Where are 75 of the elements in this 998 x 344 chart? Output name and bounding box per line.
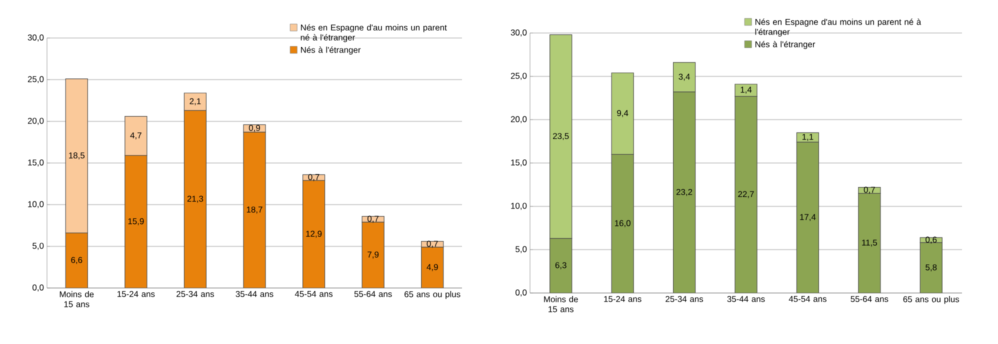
y-tick-label: 5,0 [516, 246, 527, 254]
data-label: 6,6 [71, 257, 82, 264]
data-label: 1,1 [802, 134, 814, 141]
x-tick-label: 15-24 ans [604, 296, 642, 302]
y-tick-label: 25,0 [510, 72, 527, 80]
y-tick-label: 20,0 [510, 116, 527, 124]
x-tick-label: 65 ans ou plus [404, 291, 460, 299]
x-tick-label: 65 ans ou plus [903, 296, 960, 304]
bar [611, 154, 634, 293]
legend-label: Nés à l'étranger [301, 46, 361, 55]
x-tick-label: Moins de 15 ans [60, 291, 94, 308]
bar [858, 193, 881, 293]
data-label: 11,5 [862, 240, 878, 247]
data-label: 0,7 [426, 240, 438, 248]
data-label: 0,7 [864, 186, 875, 194]
legend-label: Nés en Espagne d'au moins un parent né à l'étranger [755, 18, 922, 37]
data-label: 21,3 [187, 196, 204, 203]
x-tick-label: 55-64 ans [354, 291, 392, 298]
data-label: 0,7 [368, 216, 379, 223]
x-tick-label: 35-44 ans [727, 296, 765, 302]
y-tick-label: 30,0 [28, 34, 44, 42]
data-label: 23,2 [676, 188, 692, 196]
bar [184, 110, 207, 288]
x-tick-label: 25-34 ans [176, 291, 214, 298]
data-label: 16,0 [614, 220, 630, 228]
data-label: 23,5 [553, 133, 569, 140]
x-tick-label: 25-34 ans [666, 296, 704, 302]
data-label: 0,6 [926, 236, 937, 244]
y-tick-label: 15,0 [28, 160, 44, 166]
y-tick-label: 30,0 [510, 30, 527, 36]
bar [920, 242, 942, 293]
bar [243, 132, 266, 288]
y-tick-label: 10,0 [511, 202, 527, 210]
bar [673, 92, 696, 293]
bar [550, 238, 572, 293]
data-label: 15,9 [128, 218, 144, 226]
data-label: 3,4 [678, 74, 690, 81]
y-tick-label: 0,0 [32, 284, 44, 292]
y-tick-label: 15,0 [511, 160, 527, 166]
data-label: 4,7 [130, 132, 142, 140]
bar [362, 222, 384, 288]
x-tick-label: 55-64 ans [850, 296, 888, 302]
y-tick-label: 10,0 [28, 201, 44, 208]
y-tick-label: 0,0 [516, 290, 527, 296]
y-tick-label: 20,0 [28, 118, 44, 125]
data-label: 7,9 [368, 252, 379, 259]
x-tick-label: Moins de 15 ans [544, 296, 578, 312]
bar [124, 116, 148, 156]
data-label: 6,3 [555, 262, 566, 270]
data-label: 12,9 [306, 230, 322, 238]
bar [302, 180, 326, 288]
data-label: 18,7 [246, 206, 262, 214]
data-label: 22,7 [738, 191, 754, 198]
data-label: 1,4 [740, 86, 752, 94]
data-label: 0,7 [308, 174, 320, 182]
legend-label: Nés à l'étranger [755, 40, 816, 49]
data-label: 0,9 [248, 124, 260, 132]
y-tick-label: 5,0 [32, 242, 44, 250]
x-tick-label: 45-54 ans [294, 291, 333, 297]
data-label: 4,9 [426, 264, 438, 272]
data-label: 17,4 [800, 214, 816, 222]
bar [65, 232, 88, 288]
bar [796, 142, 820, 293]
data-label: 18,5 [69, 152, 85, 160]
legend-label: Nés en Espagne d'au moins un parent né à l'étranger [300, 24, 447, 42]
bar [421, 246, 444, 288]
data-label: 9,4 [617, 110, 628, 118]
bar [124, 155, 148, 288]
data-label: 5,8 [926, 264, 937, 272]
x-tick-label: 15-24 ans [118, 291, 155, 298]
bar [734, 96, 758, 293]
y-tick-label: 25,0 [28, 76, 44, 84]
x-tick-label: 35-44 ans [236, 291, 274, 298]
x-tick-label: 45-54 ans [788, 296, 826, 302]
data-label: 2,1 [190, 98, 201, 106]
